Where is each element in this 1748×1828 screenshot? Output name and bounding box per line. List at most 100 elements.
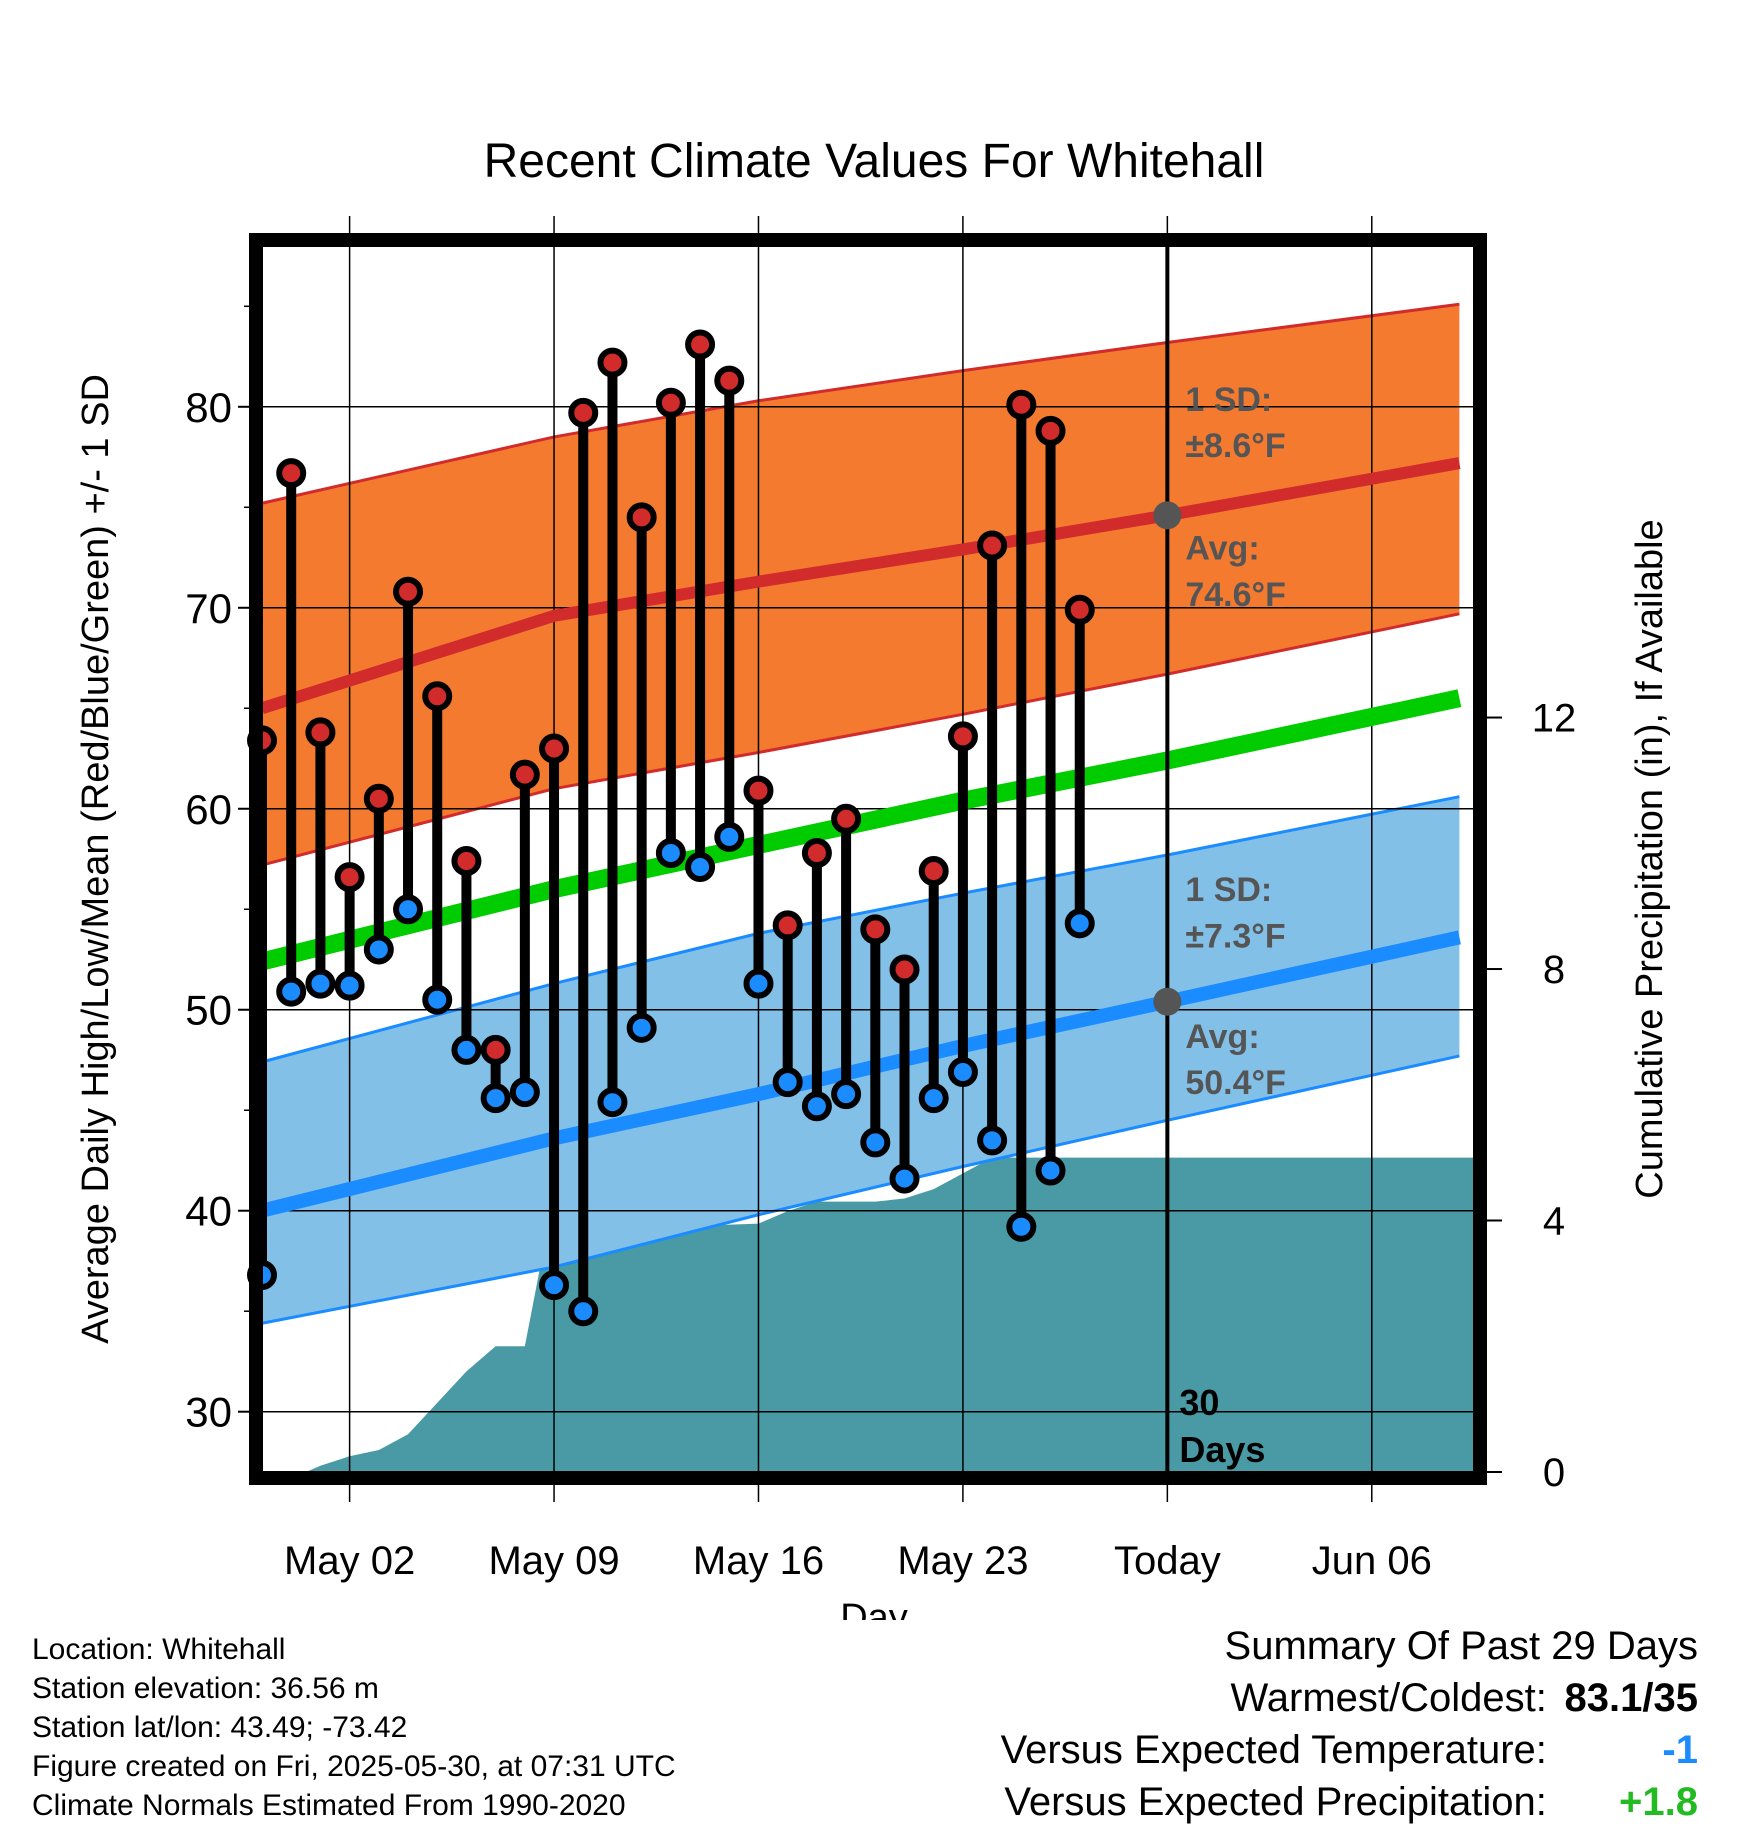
y-axis-label: Average Daily High/Low/Mean (Red/Blue/Gr… bbox=[75, 374, 117, 1344]
plot-frame bbox=[249, 233, 1487, 1485]
today-low-avg-marker bbox=[1153, 987, 1182, 1016]
chart-title: Recent Climate Values For Whitehall bbox=[484, 135, 1265, 188]
high-sd-band-lower-edge bbox=[261, 612, 1460, 867]
daily-low-point bbox=[772, 1067, 803, 1098]
daily-high-point bbox=[451, 846, 482, 877]
y-tick-label: 30 bbox=[185, 1389, 232, 1436]
daily-low-point bbox=[1006, 1211, 1037, 1242]
low-sd-band-upper-edge bbox=[261, 795, 1460, 1064]
daily-record bbox=[568, 397, 599, 1327]
y2-tick-label: 4 bbox=[1543, 1200, 1565, 1244]
y-tick-label: 70 bbox=[185, 585, 232, 632]
daily-high-point bbox=[422, 681, 453, 712]
daily-record bbox=[334, 862, 365, 1001]
daily-low-point bbox=[889, 1163, 920, 1194]
y2-axis-label: Cumulative Precipitation (in), If Availa… bbox=[1629, 519, 1671, 1198]
high-sd-band-upper-edge bbox=[261, 302, 1460, 505]
daily-record bbox=[626, 502, 657, 1043]
daily-high-point bbox=[801, 837, 832, 868]
daily-high-point bbox=[334, 862, 365, 893]
y-tick-label: 50 bbox=[185, 987, 232, 1034]
daily-low-point bbox=[977, 1125, 1008, 1156]
daily-record bbox=[1006, 389, 1037, 1242]
normals-text: Climate Normals Estimated From 1990-2020 bbox=[32, 1789, 626, 1822]
daily-record bbox=[305, 717, 336, 999]
daily-high-point bbox=[918, 856, 949, 887]
station-info: Location: Whitehall Station elevation: 3… bbox=[32, 1630, 676, 1825]
daily-high-point bbox=[947, 721, 978, 752]
precip-vs-expected-value: +1.8 bbox=[1619, 1780, 1698, 1824]
daily-record bbox=[772, 910, 803, 1098]
summary-heading: Summary Of Past 29 Days bbox=[1224, 1624, 1698, 1668]
high-avg-value: 74.6°F bbox=[1185, 576, 1286, 614]
daily-high-point bbox=[860, 914, 891, 945]
daily-high-point bbox=[539, 733, 570, 764]
precip-area bbox=[262, 1157, 1474, 1472]
x-tick-label: May 09 bbox=[488, 1539, 619, 1583]
climate-chart: Recent Climate Values For Whitehall 30 Da… bbox=[75, 135, 1671, 1620]
warmest-label: Warmest/Coldest: bbox=[1230, 1676, 1547, 1720]
daily-record bbox=[1064, 594, 1095, 939]
summary-panel: Summary Of Past 29 Days Warmest/Coldest:… bbox=[1001, 1620, 1698, 1828]
daily-high-point bbox=[393, 576, 424, 607]
warmest-value: 83.1/35 bbox=[1564, 1676, 1698, 1720]
created-text: Figure created on Fri, 2025-05-30, at 07… bbox=[32, 1750, 676, 1783]
daily-record bbox=[743, 775, 774, 999]
daily-record bbox=[860, 914, 891, 1158]
latlon-text: Station lat/lon: 43.49; -73.42 bbox=[32, 1711, 408, 1744]
y-tick-label: 60 bbox=[185, 786, 232, 833]
daily-low-point bbox=[480, 1083, 511, 1114]
low-sd-label: 1 SD: bbox=[1185, 871, 1272, 909]
daily-record bbox=[714, 365, 745, 852]
daily-high-point bbox=[743, 775, 774, 806]
daily-low-point bbox=[918, 1083, 949, 1114]
daily-low-point bbox=[597, 1087, 628, 1118]
daily-low-point bbox=[568, 1296, 599, 1327]
today-high-avg-marker bbox=[1153, 501, 1182, 530]
daily-high-point bbox=[305, 717, 336, 748]
daily-record bbox=[276, 458, 307, 1007]
daily-high-point bbox=[889, 954, 920, 985]
low-sd-band-lower-edge bbox=[261, 1054, 1460, 1325]
daily-record bbox=[655, 387, 686, 868]
daily-low-point bbox=[363, 934, 394, 965]
daily-high-point bbox=[655, 387, 686, 418]
daily-low-point bbox=[451, 1034, 482, 1065]
daily-high-point bbox=[509, 759, 540, 790]
daily-low-point bbox=[334, 970, 365, 1001]
x-tick-label: Today bbox=[1114, 1539, 1221, 1583]
x-tick-label: May 02 bbox=[284, 1539, 415, 1583]
summary-temp-row: Versus Expected Temperature: -1 bbox=[1001, 1724, 1698, 1776]
daily-high-point bbox=[714, 365, 745, 396]
y-tick-label: 40 bbox=[185, 1188, 232, 1235]
daily-low-point bbox=[743, 968, 774, 999]
daily-low-point bbox=[685, 852, 716, 883]
daily-high-point bbox=[1035, 415, 1066, 446]
elevation-text: Station elevation: 36.56 m bbox=[32, 1672, 379, 1705]
daily-low-point bbox=[509, 1077, 540, 1108]
daily-low-point bbox=[393, 894, 424, 925]
today-days-label: Days bbox=[1179, 1429, 1265, 1470]
y2-tick-label: 0 bbox=[1543, 1451, 1565, 1495]
daily-record bbox=[393, 576, 424, 925]
daily-low-point bbox=[626, 1012, 657, 1043]
daily-record bbox=[422, 681, 453, 1015]
daily-high-point bbox=[977, 530, 1008, 561]
location-text: Location: Whitehall bbox=[32, 1633, 286, 1666]
daily-high-point bbox=[363, 783, 394, 814]
daily-record bbox=[1035, 415, 1066, 1186]
low-sd-band-fill bbox=[262, 796, 1460, 1324]
normal-mean-line bbox=[259, 689, 1462, 971]
low-sd-value: ±7.3°F bbox=[1185, 917, 1285, 955]
daily-record bbox=[480, 1034, 511, 1114]
high-avg-label: Avg: bbox=[1185, 530, 1259, 568]
daily-record bbox=[597, 347, 628, 1118]
high-sd-band-fill bbox=[262, 304, 1460, 866]
today-count-label: 30 bbox=[1179, 1382, 1219, 1423]
daily-record bbox=[801, 837, 832, 1122]
daily-record bbox=[889, 954, 920, 1194]
daily-low-point bbox=[305, 968, 336, 999]
high-sd-value: ±8.6°F bbox=[1185, 427, 1285, 465]
temp-vs-expected-label: Versus Expected Temperature: bbox=[1000, 1728, 1547, 1772]
x-tick-label: May 23 bbox=[897, 1539, 1028, 1583]
